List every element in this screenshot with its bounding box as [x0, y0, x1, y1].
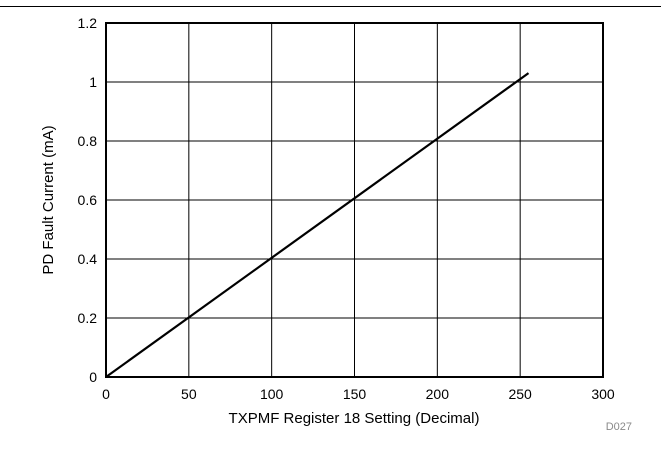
figure-code-label: D027	[606, 421, 632, 433]
y-tick-labels: 0 0.2 0.4 0.6 0.8 1 1.2	[78, 15, 98, 385]
y-axis-label: PD Fault Current (mA)	[40, 125, 57, 274]
y-tick-label: 1.2	[78, 15, 98, 31]
x-tick-label: 50	[181, 386, 197, 402]
x-tick-label: 200	[426, 386, 450, 402]
y-tick-label: 0.2	[78, 310, 98, 326]
y-tick-label: 1	[89, 74, 97, 90]
series-group	[105, 72, 530, 378]
x-tick-label: 150	[343, 386, 367, 402]
x-tick-label: 300	[591, 386, 615, 402]
y-tick-label: 0	[89, 369, 97, 385]
x-tick-label: 0	[102, 386, 110, 402]
y-tick-label: 0.4	[78, 251, 98, 267]
top-rule	[0, 6, 661, 7]
x-tick-label: 100	[260, 386, 284, 402]
x-tick-label: 250	[508, 386, 532, 402]
y-tick-label: 0.6	[78, 192, 98, 208]
x-axis-label: TXPMF Register 18 Setting (Decimal)	[229, 410, 480, 427]
series-line	[105, 72, 530, 378]
x-tick-labels: 0 50 100 150 200 250 300	[102, 386, 615, 402]
plot-frame	[105, 22, 604, 378]
y-tick-label: 0.8	[78, 133, 98, 149]
